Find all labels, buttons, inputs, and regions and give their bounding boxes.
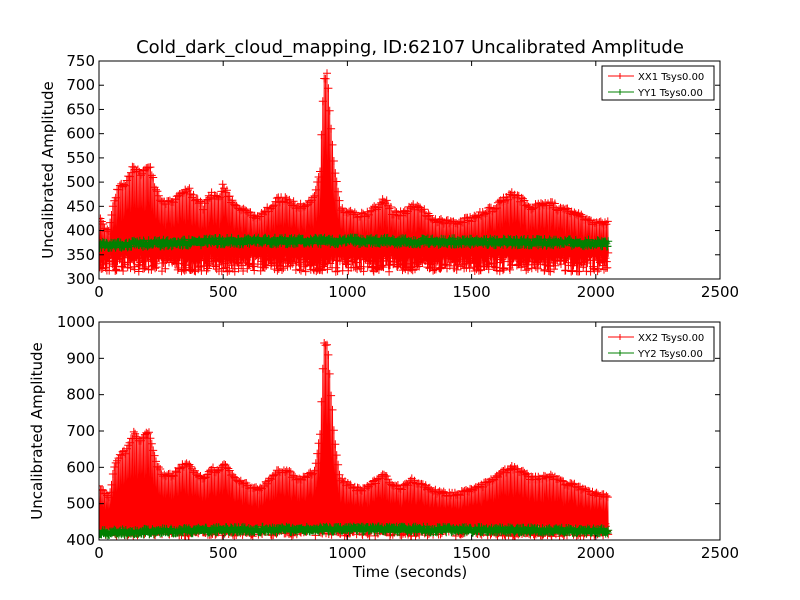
x-tick-label: 2500 [701, 283, 739, 301]
bottom-subplot: 0 500 1000 1500 2000 2500 400 500 600 700 800 900 10… [28, 313, 739, 562]
x-tick-label: 1000 [328, 544, 366, 562]
x-tick-label: 2000 [577, 283, 615, 301]
y-tick-label: 750 [66, 52, 95, 70]
legend-marker [617, 73, 623, 79]
x-tick-label: 1500 [453, 544, 491, 562]
y-tick-label: 800 [66, 386, 95, 404]
y-tick-label: 1000 [57, 313, 95, 331]
legend-marker [617, 350, 623, 356]
x-tick-label: 0 [94, 283, 104, 301]
x-tick-label: 2000 [577, 544, 615, 562]
y-tick-label: 900 [66, 349, 95, 367]
legend: XX2 Tsys0.00 YY2 Tsys0.00 [601, 326, 715, 362]
y-axis-label: Uncalibrated Amplitude [28, 342, 46, 519]
series-yy2 [99, 522, 613, 540]
legend-frame [601, 326, 715, 362]
legend-item: XX2 Tsys0.00 [608, 333, 704, 344]
y-tick-label: 500 [66, 173, 95, 191]
x-tick-label: 1500 [453, 283, 491, 301]
legend-item: XX1 Tsys0.00 [608, 72, 704, 83]
y-tick-label: 400 [66, 222, 95, 240]
legend-label: XX1 Tsys0.00 [638, 72, 704, 83]
series-yy1 [99, 233, 613, 252]
x-tick-label: 500 [209, 283, 238, 301]
series-markers [99, 69, 613, 276]
x-tick-label: 500 [209, 544, 238, 562]
x-tick-label: 1000 [328, 283, 366, 301]
legend-frame [601, 65, 715, 101]
series-markers [99, 522, 613, 540]
y-tick-label: 450 [66, 197, 95, 215]
x-tick-label: 0 [94, 544, 104, 562]
chart-title: Cold_dark_cloud_mapping, ID:62107 Uncali… [136, 37, 684, 58]
y-tick-label: 400 [66, 531, 95, 549]
y-tick-label: 600 [66, 125, 95, 143]
y-tick-label: 300 [66, 270, 95, 288]
x-tick-label: 2500 [701, 544, 739, 562]
y-tick-label: 600 [66, 458, 95, 476]
series-xx2 [99, 339, 613, 540]
top-subplot: 0 500 1000 1500 2000 2500 300 350 400 450 500 550 60… [39, 52, 739, 301]
y-tick-label: 650 [66, 100, 95, 118]
series-markers [99, 233, 613, 252]
y-tick-label: 350 [66, 246, 95, 264]
y-tick-label: 500 [66, 495, 95, 513]
legend-label: YY2 Tsys0.00 [637, 349, 703, 360]
legend-item: YY2 Tsys0.00 [608, 349, 703, 360]
legend-marker [617, 334, 623, 340]
legend-label: YY1 Tsys0.00 [637, 88, 703, 99]
x-axis-label: Time (seconds) [352, 563, 468, 581]
y-tick-label: 700 [66, 422, 95, 440]
legend-item: YY1 Tsys0.00 [608, 88, 703, 99]
legend-marker [617, 89, 623, 95]
plot-frame [98, 60, 721, 280]
series-line [99, 342, 609, 538]
legend: XX1 Tsys0.00 YY1 Tsys0.00 [601, 65, 715, 101]
y-tick-label: 550 [66, 149, 95, 167]
y-axis-label: Uncalibrated Amplitude [39, 81, 57, 258]
legend-label: XX2 Tsys0.00 [638, 333, 704, 344]
y-tick-label: 700 [66, 76, 95, 94]
